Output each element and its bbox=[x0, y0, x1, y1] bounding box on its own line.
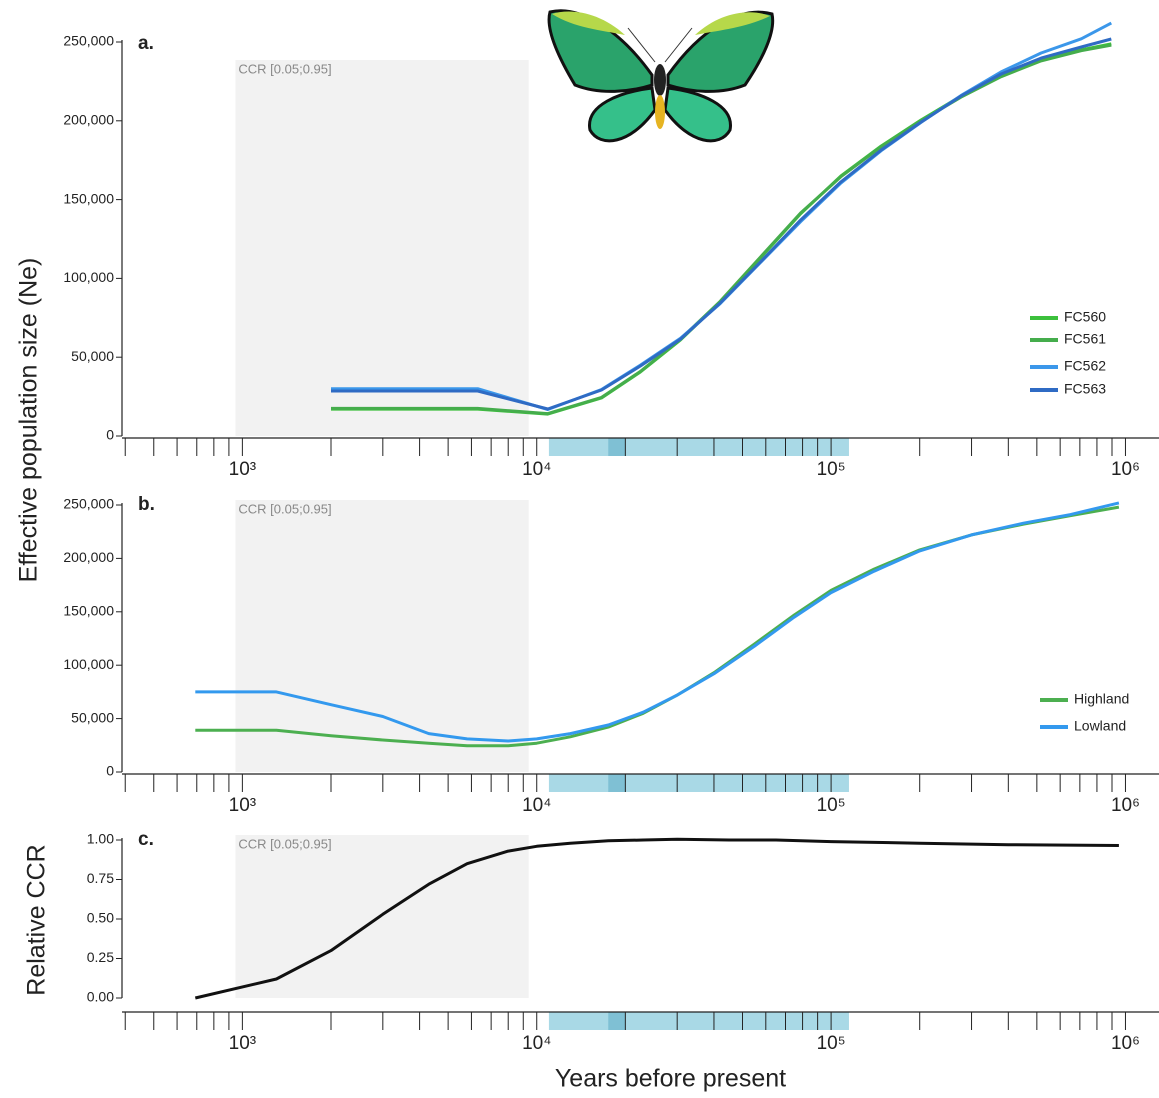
x-tick-label: 10⁴ bbox=[522, 459, 551, 480]
x-tick-label: 10⁵ bbox=[817, 1033, 846, 1054]
x-tick-label: 10⁴ bbox=[522, 1033, 551, 1054]
y-tick-label: 50,000 bbox=[71, 709, 114, 725]
panel-label: a. bbox=[138, 33, 154, 54]
y-tick-label: 150,000 bbox=[63, 190, 114, 206]
x-tick-label: 10⁵ bbox=[817, 459, 846, 480]
y-tick-label: 1.00 bbox=[87, 831, 114, 847]
panel: CCR [0.05;0.95] a. 10³ 10⁴ 10⁵ 10⁶ 0 50,000 100,… bbox=[15, 23, 1159, 582]
y-axis-label: Relative CCR bbox=[23, 844, 51, 995]
y-tick-label: 50,000 bbox=[71, 348, 114, 364]
x-tick-label: 10⁶ bbox=[1111, 1033, 1140, 1054]
y-tick-label: 0 bbox=[106, 763, 114, 779]
x-axis-label: Years before present bbox=[555, 1065, 786, 1093]
annotation: CCR [0.05;0.95] bbox=[238, 501, 331, 516]
x-tick-label: 10³ bbox=[229, 1033, 256, 1054]
highlight-band bbox=[549, 438, 849, 456]
ccr-shade bbox=[235, 60, 528, 436]
highlight-band bbox=[549, 1012, 849, 1030]
highlight-band bbox=[549, 774, 849, 792]
y-axis-label: Effective population size (Ne) bbox=[15, 258, 43, 583]
legend-label: Lowland bbox=[1074, 718, 1126, 734]
y-tick-label: 100,000 bbox=[63, 269, 114, 285]
butterfly-illustration bbox=[549, 11, 773, 141]
legend-label: FC561 bbox=[1064, 331, 1106, 347]
y-tick-label: 0.25 bbox=[87, 949, 114, 965]
y-tick-label: 250,000 bbox=[63, 496, 114, 512]
x-tick-label: 10⁴ bbox=[522, 795, 551, 816]
highlight-band-dark bbox=[608, 1012, 625, 1030]
y-tick-label: 250,000 bbox=[63, 33, 114, 49]
annotation: CCR [0.05;0.95] bbox=[238, 836, 331, 851]
legend-label: FC560 bbox=[1064, 309, 1106, 325]
y-tick-label: 200,000 bbox=[63, 112, 114, 128]
figure: CCR [0.05;0.95] a. 10³ 10⁴ 10⁵ 10⁶ 0 50,000 100,… bbox=[0, 0, 1159, 1098]
legend-label: FC563 bbox=[1064, 381, 1106, 397]
y-tick-label: 200,000 bbox=[63, 549, 114, 565]
y-tick-label: 100,000 bbox=[63, 656, 114, 672]
highlight-band-dark bbox=[608, 774, 625, 792]
x-tick-label: 10⁵ bbox=[817, 795, 846, 816]
y-tick-label: 0.75 bbox=[87, 870, 114, 886]
legend-label: FC562 bbox=[1064, 358, 1106, 374]
x-tick-label: 10³ bbox=[229, 459, 256, 480]
panel: CCR [0.05;0.95] c. 10³ 10⁴ 10⁵ 10⁶ 0.00 0.25 0.5… bbox=[23, 829, 1159, 1093]
y-tick-label: 0 bbox=[106, 427, 114, 443]
legend-label: Highland bbox=[1074, 691, 1129, 707]
y-tick-label: 0.50 bbox=[87, 910, 114, 926]
panel: CCR [0.05;0.95] b. 10³ 10⁴ 10⁵ 10⁶ 0 50,000 100,… bbox=[63, 494, 1159, 816]
y-tick-label: 0.00 bbox=[87, 989, 114, 1005]
highlight-band-dark bbox=[608, 438, 625, 456]
panel-label: c. bbox=[138, 829, 154, 850]
y-tick-label: 150,000 bbox=[63, 603, 114, 619]
x-tick-label: 10⁶ bbox=[1111, 459, 1140, 480]
panel-label: b. bbox=[138, 494, 155, 515]
x-tick-label: 10³ bbox=[229, 795, 256, 816]
annotation: CCR [0.05;0.95] bbox=[238, 61, 331, 76]
x-tick-label: 10⁶ bbox=[1111, 795, 1140, 816]
